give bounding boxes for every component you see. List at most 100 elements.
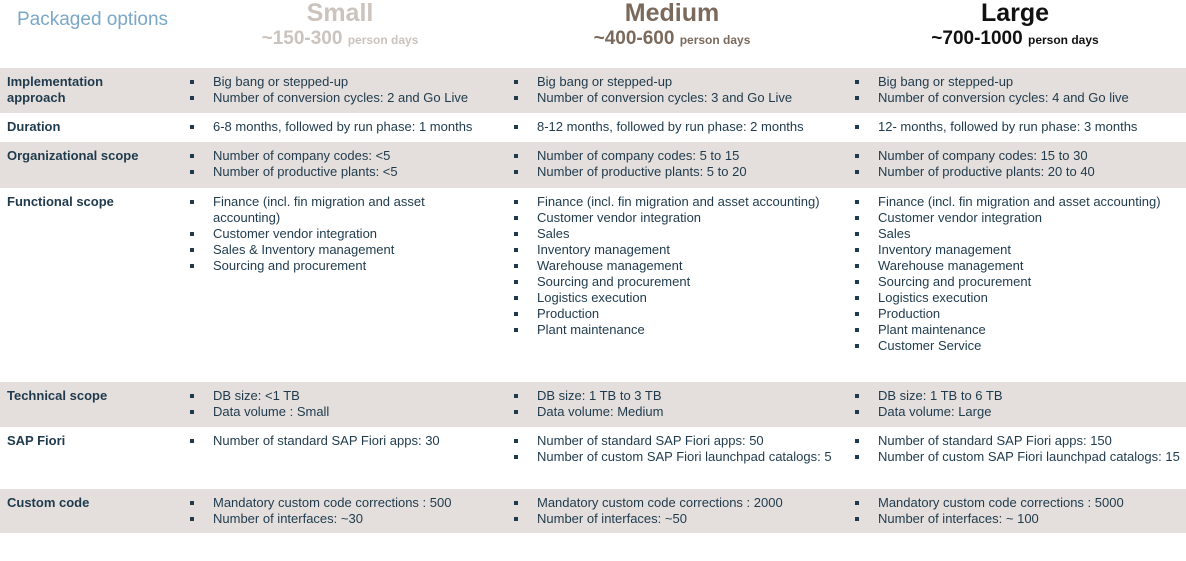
list-item: Sourcing and procurement [514, 274, 834, 290]
list-item: Number of conversion cycles: 3 and Go Li… [514, 90, 834, 106]
list-item: Customer Service [855, 338, 1185, 354]
cell-medium: 8-12 months, followed by run phase: 2 mo… [514, 119, 834, 135]
days-range: ~150-300 [261, 28, 343, 49]
cell-medium: Mandatory custom code corrections : 2000… [514, 495, 834, 527]
list-item: 12- months, followed by run phase: 3 mon… [855, 119, 1185, 135]
package-name: Small [306, 0, 374, 27]
person-days: ~400-600 person days [512, 27, 832, 52]
cell-medium: Big bang or stepped-up Number of conversi… [514, 74, 834, 106]
cell-large: Finance (incl. fin migration and asset a… [855, 194, 1185, 354]
list-item: Warehouse management [514, 258, 834, 274]
list-item: Number of company codes: 15 to 30 [855, 148, 1185, 164]
list-item: Number of standard SAP Fiori apps: 150 [855, 433, 1185, 449]
list-item: Mandatory custom code corrections : 5000 [855, 495, 1185, 511]
list-item: Number of custom SAP Fiori launchpad cat… [855, 449, 1185, 465]
row-label: Technical scope [7, 388, 108, 403]
cell-small: Big bang or stepped-up Number of conversi… [190, 74, 490, 106]
list-item: Finance (incl. fin migration and asset a… [514, 194, 834, 210]
list-item: Number of interfaces: ~ 100 [855, 511, 1185, 527]
list-item: Number of productive plants: 20 to 40 [855, 164, 1185, 180]
list-item: Number of standard SAP Fiori apps: 30 [190, 433, 490, 449]
list-item: Mandatory custom code corrections : 500 [190, 495, 490, 511]
list-item: Sourcing and procurement [855, 274, 1185, 290]
cell-small: Number of standard SAP Fiori apps: 30 [190, 433, 490, 449]
package-name: Medium [624, 0, 720, 27]
days-unit: person days [1027, 33, 1099, 47]
column-header-large: Large ~700-1000 person days [855, 0, 1175, 52]
days-unit: person days [347, 33, 419, 47]
list-item: Finance (incl. fin migration and asset a… [190, 194, 490, 226]
list-item: Sales & Inventory management [190, 242, 490, 258]
list-item: Logistics execution [855, 290, 1185, 306]
cell-medium: Number of standard SAP Fiori apps: 50 Num… [514, 433, 834, 465]
cell-medium: DB size: 1 TB to 3 TB Data volume: Medium [514, 388, 834, 420]
list-item: Number of company codes: 5 to 15 [514, 148, 834, 164]
list-item: 6-8 months, followed by run phase: 1 mon… [190, 119, 490, 135]
cell-small: 6-8 months, followed by run phase: 1 mon… [190, 119, 490, 135]
list-item: Customer vendor integration [190, 226, 490, 242]
list-item: Number of standard SAP Fiori apps: 50 [514, 433, 834, 449]
list-item: Customer vendor integration [514, 210, 834, 226]
cell-small: Mandatory custom code corrections : 500 N… [190, 495, 490, 527]
days-range: ~700-1000 [931, 28, 1023, 49]
list-item: Data volume : Small [190, 404, 490, 420]
list-item: Big bang or stepped-up [514, 74, 834, 90]
cell-medium: Finance (incl. fin migration and asset a… [514, 194, 834, 338]
package-name: Large [980, 0, 1050, 27]
cell-small: DB size: <1 TB Data volume : Small [190, 388, 490, 420]
list-item: Number of productive plants: <5 [190, 164, 490, 180]
cell-large: Number of company codes: 15 to 30 Number … [855, 148, 1185, 180]
list-item: Plant maintenance [514, 322, 834, 338]
list-item: Big bang or stepped-up [855, 74, 1185, 90]
list-item: Number of interfaces: ~50 [514, 511, 834, 527]
list-item: Sales [855, 226, 1185, 242]
list-item: Inventory management [514, 242, 834, 258]
options-table: Implementation approach Big bang or stepp… [0, 68, 1186, 533]
list-item: Logistics execution [514, 290, 834, 306]
list-item: Plant maintenance [855, 322, 1185, 338]
list-item: Sourcing and procurement [190, 258, 490, 274]
list-item: DB size: 1 TB to 6 TB [855, 388, 1185, 404]
list-item: Warehouse management [855, 258, 1185, 274]
cell-large: 12- months, followed by run phase: 3 mon… [855, 119, 1185, 135]
person-days: ~700-1000 person days [855, 27, 1175, 52]
list-item: Customer vendor integration [855, 210, 1185, 226]
table-row: Organizational scope Number of company co… [0, 142, 1186, 188]
list-item: Data volume: Large [855, 404, 1185, 420]
list-item: Mandatory custom code corrections : 2000 [514, 495, 834, 511]
table-row: Functional scope Finance (incl. fin migra… [0, 188, 1186, 382]
list-item: Number of conversion cycles: 2 and Go Li… [190, 90, 490, 106]
cell-large: Big bang or stepped-up Number of conversi… [855, 74, 1185, 106]
list-item: Number of custom SAP Fiori launchpad cat… [514, 449, 834, 465]
list-item: Number of company codes: <5 [190, 148, 490, 164]
row-label: Custom code [7, 495, 90, 510]
list-item: DB size: 1 TB to 3 TB [514, 388, 834, 404]
list-item: Finance (incl. fin migration and asset a… [855, 194, 1185, 210]
cell-large: Number of standard SAP Fiori apps: 150 Nu… [855, 433, 1185, 465]
table-row: SAP Fiori Number of standard SAP Fiori ap… [0, 427, 1186, 489]
days-unit: person days [679, 33, 751, 47]
list-item: Inventory management [855, 242, 1185, 258]
cell-medium: Number of company codes: 5 to 15 Number o… [514, 148, 834, 180]
row-label: Organizational scope [7, 148, 139, 163]
list-item: Sales [514, 226, 834, 242]
list-item: Big bang or stepped-up [190, 74, 490, 90]
person-days: ~150-300 person days [180, 27, 500, 52]
list-item: Production [514, 306, 834, 322]
cell-large: DB size: 1 TB to 6 TB Data volume: Large [855, 388, 1185, 420]
row-label: Duration [7, 119, 61, 134]
list-item: Number of productive plants: 5 to 20 [514, 164, 834, 180]
cell-large: Mandatory custom code corrections : 5000… [855, 495, 1185, 527]
table-row: Duration 6-8 months, followed by run phas… [0, 113, 1186, 142]
list-item: Number of interfaces: ~30 [190, 511, 490, 527]
table-row: Technical scope DB size: <1 TB Data volume… [0, 382, 1186, 427]
column-header-medium: Medium ~400-600 person days [512, 0, 832, 52]
cell-small: Number of company codes: <5 Number of pro… [190, 148, 490, 180]
row-label: Functional scope [7, 194, 114, 209]
column-header-small: Small ~150-300 person days [180, 0, 500, 52]
list-item: Number of conversion cycles: 4 and Go li… [855, 90, 1185, 106]
row-label: Implementation approach [7, 74, 104, 105]
list-item: Production [855, 306, 1185, 322]
days-range: ~400-600 [593, 28, 675, 49]
list-item: 8-12 months, followed by run phase: 2 mo… [514, 119, 834, 135]
